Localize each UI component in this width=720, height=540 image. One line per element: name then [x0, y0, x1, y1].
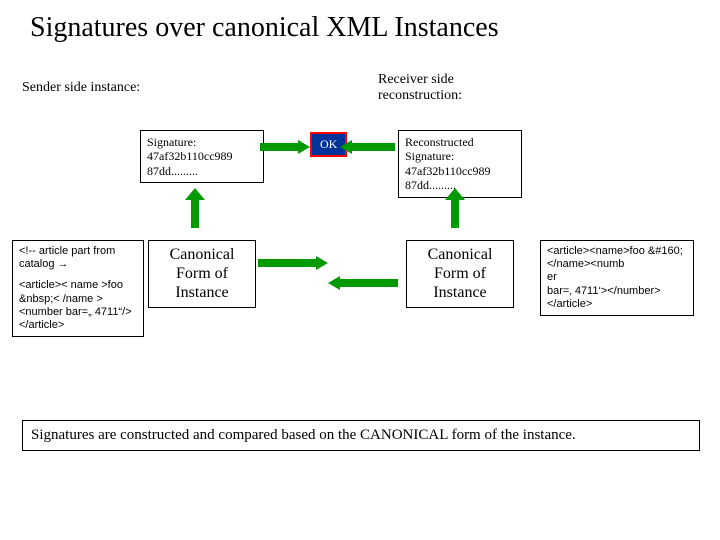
footer-note: Signatures are constructed and compared …	[22, 420, 700, 451]
canonical-box-right: Canonical Form of Instance	[406, 240, 514, 308]
left-xml-box: <!-- article part from catalog → <articl…	[12, 240, 144, 337]
arrow-canon-rl	[328, 276, 398, 290]
left-xml-comment: <!-- article part from catalog →	[19, 245, 137, 271]
right-xml-box: <article><name>foo &#160; </name><numb e…	[540, 240, 694, 316]
page-title: Signatures over canonical XML Instances	[30, 12, 499, 44]
arrow-canon-lr	[258, 256, 328, 270]
signature-box: Signature: 47af32b110cc989 87dd.........	[140, 130, 264, 183]
arrow-recon-to-ok	[340, 140, 395, 154]
sender-label: Sender side instance:	[22, 80, 140, 96]
canonical-box-left: Canonical Form of Instance	[148, 240, 256, 308]
arrow-sig-to-ok	[260, 140, 310, 154]
arrow-up-left	[185, 188, 205, 228]
arrow-up-right	[445, 188, 465, 228]
left-xml-body: <article>< name >foo &nbsp;< /name ><num…	[19, 279, 137, 332]
receiver-label: Receiver side reconstruction:	[378, 72, 462, 104]
